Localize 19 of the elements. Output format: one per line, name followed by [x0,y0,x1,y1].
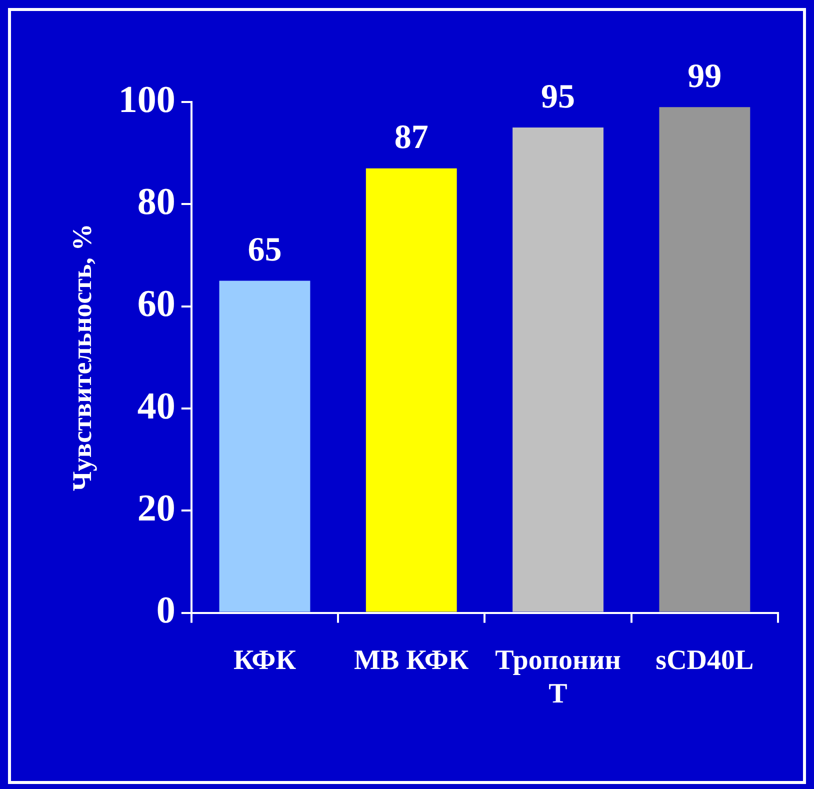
data-label: 87 [394,119,428,156]
x-tick-label: МВ КФК [354,644,470,676]
bar [512,128,604,612]
y-axis-title: Чувствительность, % [67,224,98,492]
x-tick-label: Тропонин T [495,644,621,710]
x-tick-label: sCD40L [656,644,754,676]
y-tick-label: 40 [137,385,176,428]
bar [659,107,750,612]
bar [219,280,310,612]
data-label: 99 [688,58,722,95]
data-label: 65 [248,232,282,269]
y-tick-label: 0 [156,590,176,632]
y-tick-label: 80 [137,180,176,223]
y-tick-label: 60 [137,283,176,326]
y-tick-label: 100 [118,78,176,121]
data-label: 95 [541,78,576,116]
x-tick-label: КФК [233,644,297,676]
bar [366,168,457,612]
y-tick-label: 20 [137,487,176,530]
